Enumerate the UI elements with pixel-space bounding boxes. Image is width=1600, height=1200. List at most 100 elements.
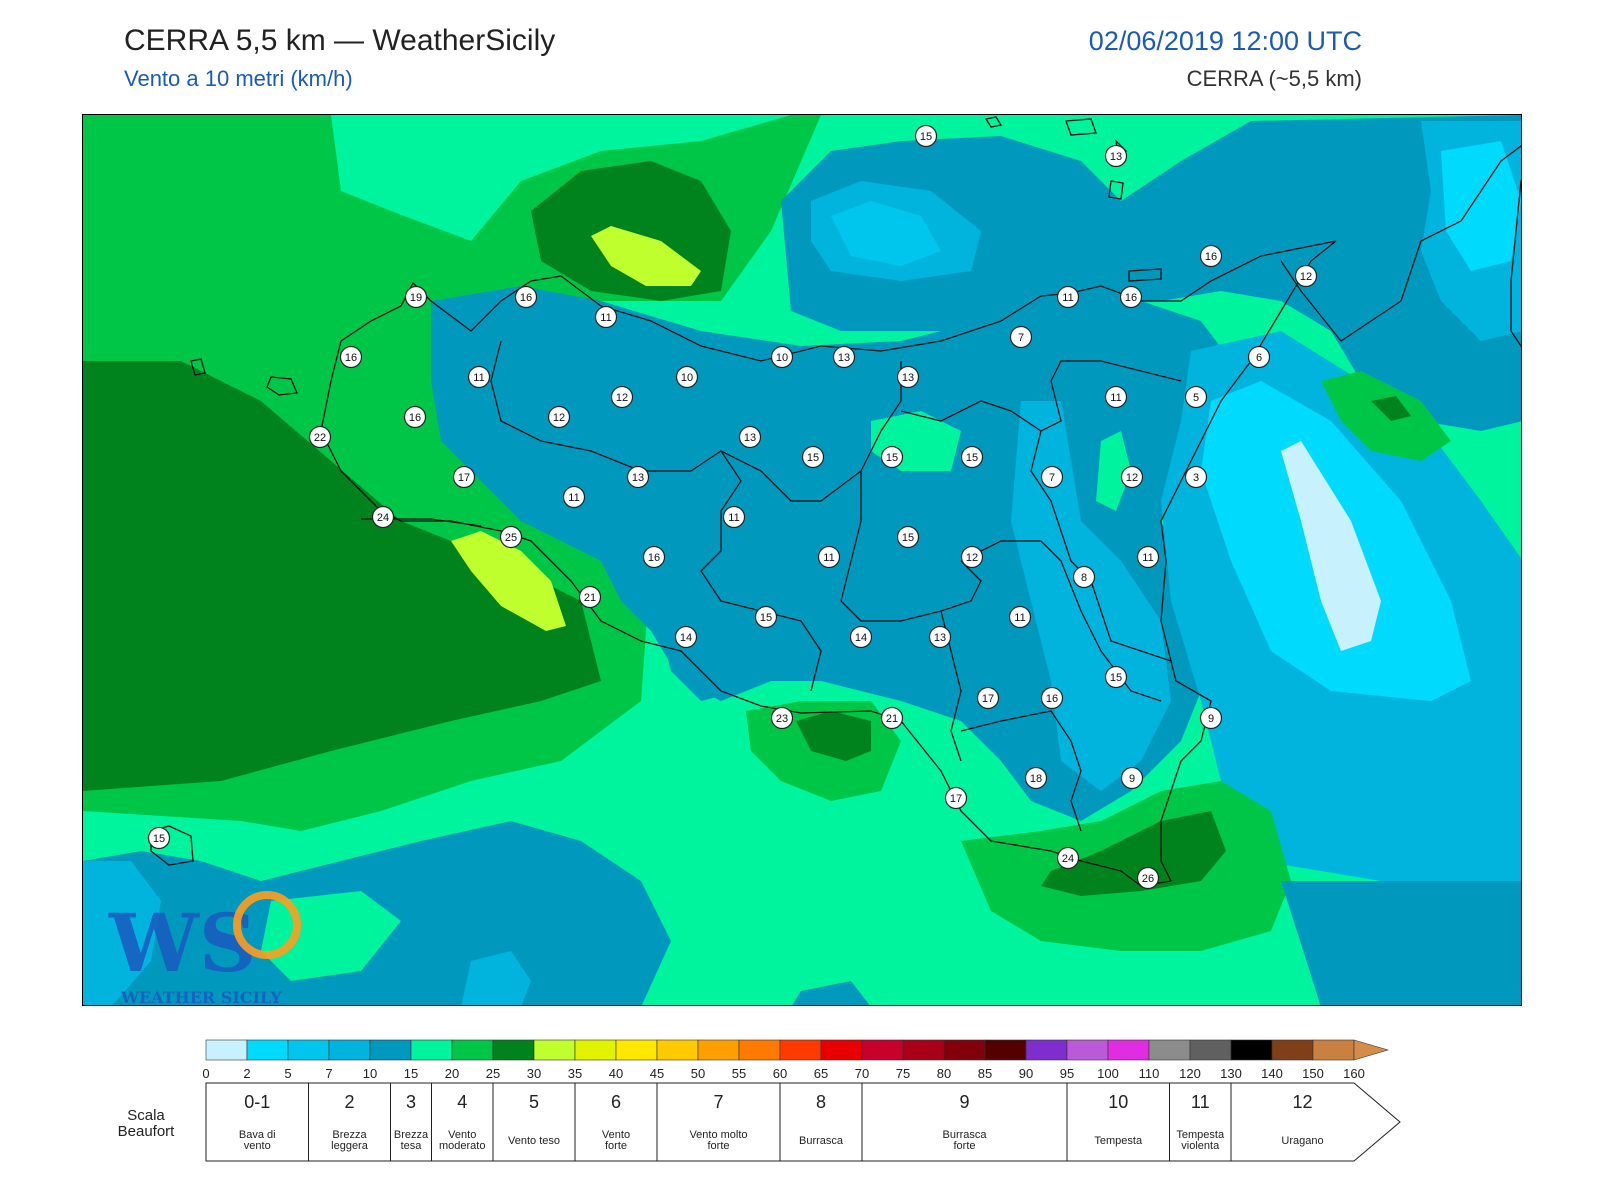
station-marker: 22 (308, 425, 332, 449)
colorbar-swatch (779, 1039, 822, 1061)
beaufort-cell-box (861, 1082, 1068, 1162)
colorbar-swatch (615, 1039, 658, 1061)
zone-0-2-east-sea (1281, 441, 1381, 651)
ustica-island (984, 116, 1003, 128)
zone-30-35-north (591, 226, 701, 286)
station-value: 21 (584, 592, 596, 604)
beaufort-cell-box (431, 1082, 494, 1162)
station-circle (849, 625, 873, 649)
colorbar-tick-label: 70 (855, 1066, 869, 1081)
station-value: 15 (1110, 672, 1122, 684)
station-marker: 12 (1294, 264, 1318, 288)
zone-5-7-sw2 (83, 861, 161, 1005)
beaufort-description: forte (605, 1140, 627, 1152)
station-marker: 8 (1072, 565, 1096, 589)
station-value: 13 (632, 472, 644, 484)
map-title: CERRA 5,5 km — WeatherSicily (124, 24, 556, 57)
beaufort-cell-box (390, 1082, 432, 1162)
colorbar-tick-label: 15 (404, 1066, 418, 1081)
station-circle (880, 445, 904, 469)
beaufort-cell: 8 Burrasca (779, 1082, 863, 1162)
station-marker: 11 (1104, 385, 1128, 409)
colorbar-tick-label: 85 (978, 1066, 992, 1081)
colorbar-swatch (574, 1039, 617, 1061)
colorbar-swatch (820, 1039, 863, 1061)
colorbar-swatch (984, 1039, 1027, 1061)
beaufort-cell-box (574, 1082, 658, 1162)
colorbar-swatch (1189, 1039, 1232, 1061)
beaufort-cell: 5 Vento teso (492, 1082, 576, 1162)
station-value: 17 (458, 472, 470, 484)
station-marker: 17 (452, 465, 476, 489)
station-value: 23 (776, 713, 788, 725)
station-marker: 11 (1136, 545, 1160, 569)
station-marker: 13 (1104, 144, 1128, 168)
colorbar-swatch (697, 1039, 740, 1061)
station-circle (832, 345, 856, 369)
beaufort-number: 7 (713, 1092, 723, 1112)
colorbar-swatch (861, 1039, 904, 1061)
colorbar-swatch (492, 1039, 535, 1061)
beaufort-number: 6 (611, 1092, 621, 1112)
station-marker: 24 (1056, 846, 1080, 870)
zone-25-30-west (83, 361, 601, 791)
station-value: 12 (616, 392, 628, 404)
colorbar-tick-label: 5 (284, 1066, 291, 1081)
station-value: 15 (920, 131, 932, 143)
beaufort-description: Uragano (1281, 1135, 1323, 1147)
station-marker: 3 (1184, 465, 1208, 489)
beaufort-description: Brezza (332, 1129, 367, 1141)
colorbar-tick-label: 10 (363, 1066, 377, 1081)
beaufort-description: forte (953, 1140, 975, 1152)
station-value: 19 (410, 292, 422, 304)
colorbar-arrow (1353, 1039, 1390, 1061)
zone-10-15-s (792, 981, 870, 1005)
station-circle (770, 345, 794, 369)
station-circle (801, 445, 825, 469)
station-value: 11 (1110, 392, 1121, 404)
logo-text: WEATHER SICILY (120, 988, 282, 1006)
station-value: 17 (950, 793, 962, 805)
station-circle (404, 285, 428, 309)
station-circle (1120, 766, 1144, 790)
eolie-island-4 (1128, 268, 1162, 282)
beaufort-description: Burrasca (942, 1129, 987, 1141)
station-value: 16 (1205, 251, 1217, 263)
station-circle (754, 605, 778, 629)
logo-sun-icon (233, 891, 301, 959)
beaufort-description: tesa (401, 1140, 423, 1152)
colorbar-swatch (1107, 1039, 1150, 1061)
station-circle (452, 465, 476, 489)
station-circle (1024, 766, 1048, 790)
beaufort-description: Tempesta (1176, 1129, 1225, 1141)
station-circle (1104, 665, 1128, 689)
station-marker: 13 (832, 345, 856, 369)
station-circle (1199, 706, 1223, 730)
colorbar-tick-label: 100 (1097, 1066, 1119, 1081)
station-circle (339, 345, 363, 369)
forecast-datetime: 02/06/2019 12:00 UTC (1088, 26, 1362, 56)
station-marker: 15 (147, 826, 171, 850)
station-value: 26 (1142, 873, 1154, 885)
station-marker: 19 (404, 285, 428, 309)
station-value: 10 (776, 352, 788, 364)
station-circle (960, 445, 984, 469)
colorbar-tick-label: 110 (1139, 1066, 1160, 1081)
station-value: 12 (1126, 472, 1138, 484)
colorbar-tick-label: 90 (1019, 1066, 1033, 1081)
zone-25-30-east (1371, 396, 1411, 421)
weathersicily-logo: WS WEATHER SICILY (108, 891, 301, 1006)
station-value: 10 (681, 372, 693, 384)
colorbar-tick-label: 2 (243, 1066, 250, 1081)
station-marker: 6 (1247, 345, 1271, 369)
station-circle (594, 305, 618, 329)
beaufort-number: 8 (816, 1092, 826, 1112)
station-circle (371, 505, 395, 529)
beaufort-number: 4 (457, 1092, 467, 1112)
station-value: 18 (1030, 773, 1042, 785)
beaufort-scale-label: Scala Beaufort (117, 1107, 175, 1140)
station-circle (976, 686, 1000, 710)
beaufort-number: 9 (959, 1092, 969, 1112)
